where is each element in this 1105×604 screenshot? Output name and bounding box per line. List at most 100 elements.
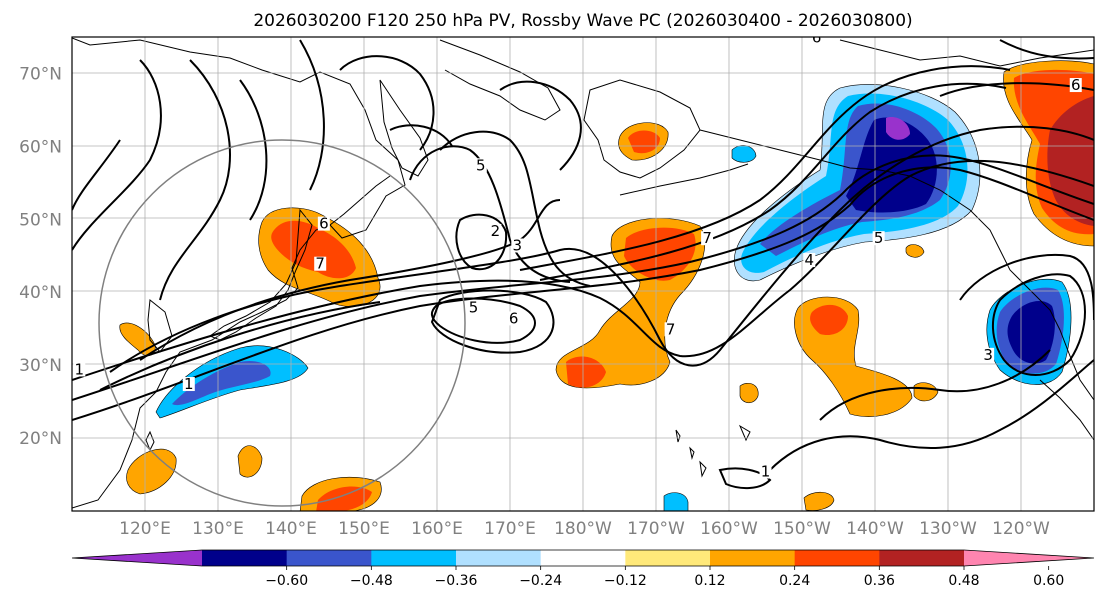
longitude-tick-labels: 120°E 130°E 140°E 150°E 160°E 170°E 180°W 170°W…: [119, 519, 1050, 539]
colorbar-tick-label: −0.36: [435, 573, 478, 589]
lat-tick-label: 30°N: [19, 356, 62, 376]
pv-trough-central-2: [409, 145, 571, 283]
lon-tick-label: 170°E: [484, 519, 536, 539]
contour-label: 3: [513, 236, 523, 254]
contour-label: 1: [184, 375, 194, 393]
pv-ridge-alaska-2: [539, 82, 1007, 281]
pv-contour-west-1: [72, 59, 162, 251]
pv-contour-east-4: [959, 254, 1094, 321]
pv-contour-6: [99, 301, 381, 391]
range-circle: [98, 139, 466, 507]
pv-low-closed-2: [430, 297, 536, 344]
anomaly-negative-hawaii: [663, 492, 689, 511]
contour-label: 4: [805, 251, 815, 269]
anomaly-negative-alaska-deep: [846, 117, 937, 213]
anomaly-positive-canada-deep: [1047, 96, 1094, 226]
anomaly-negative-swus-core: [1007, 301, 1055, 364]
pv-contour-west-2: [72, 139, 121, 211]
colorbar-tick-label: 0.24: [779, 573, 810, 589]
colorbar-tick-label: 0.12: [694, 573, 725, 589]
contour-label-bg: [73, 362, 86, 377]
pv-trough-central: [439, 130, 591, 287]
colorbar-swatch: [879, 550, 965, 566]
map-frame: [71, 36, 1095, 512]
pv-low-closed-3: [430, 289, 555, 354]
colorbar-tick-label: −0.60: [265, 573, 308, 589]
contour-label-bg: [982, 347, 995, 362]
contour-label-bg: [489, 223, 502, 238]
anomaly-positive-philippines: [126, 448, 177, 495]
coastline-hawaii-4: [738, 424, 751, 442]
pv-contour-east-1: [769, 359, 1094, 471]
contour-label: 1: [75, 360, 85, 378]
chart-title: 2026030200 F120 250 hPa PV, Rossby Wave …: [253, 11, 912, 31]
lon-tick-label: 170°W: [627, 519, 685, 539]
pv-contour-5: [139, 199, 561, 361]
colorbar-swatch: [456, 550, 542, 566]
lon-tick-label: 160°E: [411, 519, 463, 539]
contour-label-bg: [1069, 78, 1082, 93]
pv-anomaly-fills: [119, 60, 1094, 511]
pv-contour-west-3: [159, 59, 231, 301]
contour-label-bg: [810, 37, 823, 45]
anomaly-positive-bering-core: [628, 130, 660, 154]
contour-label-bg: [474, 158, 487, 173]
colorbar-tick-label: 0.60: [1033, 573, 1064, 589]
pv-contour-west-5: [299, 39, 325, 191]
contour-label-bg: [507, 311, 520, 326]
colorbar-extend-high: [964, 550, 1094, 566]
gridlines: [72, 37, 1094, 511]
contour-label: 5: [874, 229, 884, 247]
lon-tick-label: 150°E: [338, 519, 390, 539]
contour-label: 5: [469, 298, 479, 316]
pv-contour-mid-3: [499, 80, 582, 171]
pv-contours: [72, 39, 1094, 490]
lon-tick-label: 130°W: [919, 519, 977, 539]
lat-tick-label: 70°N: [19, 64, 62, 84]
colorbar-swatch: [540, 550, 626, 566]
lon-tick-label: 120°W: [992, 519, 1050, 539]
pv-contour-1: [72, 166, 1094, 421]
lon-tick-label: 160°W: [700, 519, 758, 539]
anomaly-positive-tropics-1: [237, 445, 263, 478]
anomaly-positive-japan-core: [271, 220, 356, 279]
contour-label: 2: [491, 222, 501, 240]
colorbar-swatch: [371, 550, 457, 566]
colorbar-outline: [71, 549, 1095, 567]
contour-label-bg: [467, 300, 480, 315]
contour-label: 5: [476, 156, 486, 174]
coastline-hawaii-1: [675, 429, 681, 443]
pv-contour-2: [72, 154, 1094, 401]
colorbar-swatch: [710, 550, 796, 566]
contour-label-bg: [511, 238, 524, 253]
colorbar: −0.60 −0.48 −0.36 −0.24 −0.12 0.12 0.24 0.36 0.4…: [71, 549, 1095, 589]
colorbar-tick-label: −0.24: [519, 573, 562, 589]
anomaly-negative-japan-core: [172, 360, 271, 406]
coastline-hawaii-3: [699, 460, 707, 478]
pv-contour-east-6: [999, 39, 1094, 60]
contour-label-bg: [759, 464, 772, 479]
coastline-kamchatka: [379, 79, 429, 177]
anomaly-positive-east-pacific-core: [810, 304, 848, 336]
colorbar-extend-low: [72, 550, 202, 566]
colorbar-tick-label: −0.12: [604, 573, 647, 589]
contour-label: 1: [761, 463, 771, 481]
lon-tick-label: 120°E: [119, 519, 171, 539]
contour-label: 6: [509, 309, 519, 327]
colorbar-swatch: [794, 550, 880, 566]
pv-contour-east-2: [819, 349, 1051, 421]
lon-tick-label: 150°W: [773, 519, 831, 539]
contour-label-bg: [701, 231, 714, 246]
anomaly-negative-alaska-extreme: [886, 116, 910, 140]
contour-label: 7: [666, 320, 676, 338]
coastline-canada-north: [839, 39, 1094, 67]
colorbar-swatch: [625, 550, 711, 566]
contour-label: 3: [983, 346, 993, 364]
lat-tick-label: 50°N: [19, 210, 62, 230]
coastline-alaska: [583, 79, 701, 179]
latitude-tick-labels: 70°N 60°N 50°N 40°N 30°N 20°N: [19, 64, 62, 449]
contour-label: 6: [1071, 76, 1081, 94]
